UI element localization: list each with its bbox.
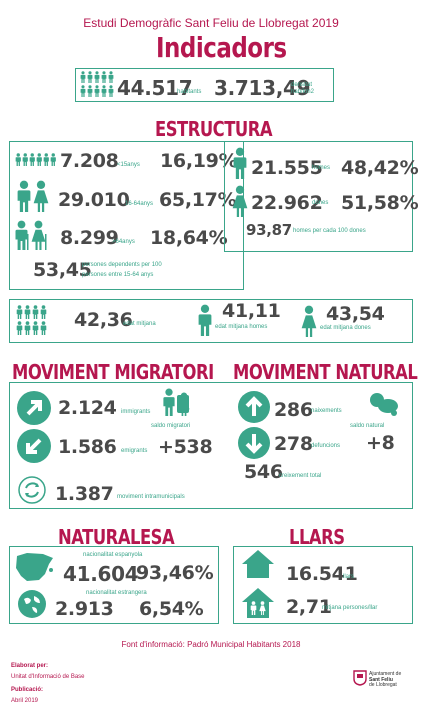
travellers-icon [163,388,190,416]
edat-box [9,299,413,343]
naturalesa-box [9,546,219,624]
esp-label: nacionalitat espanyola [83,552,143,558]
arrow-down-icon [238,427,270,459]
cycle-icon [17,475,47,505]
naixements-label: naixements [311,408,342,414]
saldo-migratori-label: saldo migratori [151,423,191,429]
densitat-value: 3.713,49 [214,76,311,100]
arrow-up-right-icon [17,391,51,425]
page-title: Indicadors [156,31,287,64]
spain-map-icon [16,553,53,581]
arrow-down-left-icon [17,429,51,463]
publicacio-title: Publicació: [11,687,44,693]
publicacio-value: Abril 2019 [11,698,39,704]
municipality-logo [353,670,367,686]
age-1-value: 29.010 [58,189,130,211]
mitjana-value: 2,71 [286,596,332,618]
baby-icon [370,393,398,416]
arrow-up-icon [238,391,270,423]
elaborat-value: Unitat d'Informació de Base [11,674,85,680]
age-1-label: 16-64anys [125,201,154,207]
house-icon [242,550,274,578]
age-0-label: <15anys [117,162,140,168]
natural-title: MOVIMENT NATURAL [233,360,418,384]
age-2-pct: 18,64% [150,227,228,249]
llars-box [233,546,413,624]
summary-box [75,68,334,102]
saldo-natural-value: +8 [366,432,395,454]
age-0-value: 7.208 [60,150,119,172]
naturalesa-title: NATURALESA [58,525,175,549]
family-house-icon [242,588,274,618]
habitants-label: habitants [177,89,202,95]
elderly-couple-icon [15,220,47,250]
logo-text: Ajuntament de Sant Feliu de Llobregat [369,671,402,688]
emigrants-label: emigrants [121,448,148,454]
ratio-value: 93,87 [246,221,292,239]
man-icon-2 [198,304,212,336]
saldo-natural-label: saldo natural [350,423,385,429]
intra-label: moviment intramunicipals [117,494,185,500]
sex-0-value: 21.555 [251,157,323,179]
estructura-title: ESTRUCTURA [155,117,273,141]
edat-1-label: edat mitjana homes [215,324,268,330]
sex-0-pct: 48,42% [341,157,419,179]
ext-label: nacionalitat estrangera [86,590,147,596]
age-0-pct: 16,19% [160,150,238,172]
people-group-icon [80,71,114,97]
llars-value: 16.541 [286,563,358,585]
font-informacio: Font d'informació: Padró Municipal Habit… [121,640,301,649]
woman-icon [232,185,248,217]
sex-1-pct: 51,58% [341,192,419,214]
edat-2-value: 43,54 [326,303,385,325]
edat-1-value: 41,11 [222,300,281,322]
ext-value: 2.913 [55,598,114,620]
habitants-value: 44.517 [117,76,193,100]
people-group-icon-2 [16,305,47,335]
man-icon [233,147,247,179]
densitat-label: densitat hab/km2 [291,82,315,95]
children-icon [15,153,56,166]
age-box [9,141,244,290]
dependents-value: 53,45 [33,259,92,281]
intra-value: 1.387 [55,483,114,505]
immigrants-label: immigrants [121,409,151,415]
saldo-migratori-value: +538 [158,436,213,458]
age-2-value: 8.299 [60,227,119,249]
moviment-box [9,382,413,509]
sex-0-label: homes [312,165,331,171]
elaborat-title: Elaborat per: [11,663,49,669]
migratori-title: MOVIMENT MIGRATORI [12,360,214,384]
sex-1-value: 22.962 [251,192,323,214]
esp-value: 41.604 [63,562,139,586]
defuncions-value: 278 [274,433,313,455]
page-subtitle: Estudi Demogràfic Sant Feliu de Llobrega… [83,16,339,30]
edat-2-label: edat mitjana dones [320,325,371,331]
llars-label: llars [343,574,355,580]
creixement-value: 546 [244,461,283,483]
woman-icon-2 [301,305,317,337]
defuncions-label: defuncions [311,443,341,449]
llars-title: LLARS [289,525,345,549]
ratio-label: homes per cada 100 dones [293,228,366,234]
age-2-label: >64anys [112,239,135,245]
edat-0-label: edat mitjana [123,321,156,327]
dependents-label: persones dependents per 100 persones entr… [82,262,162,278]
ext-pct: 6,54% [139,598,204,620]
age-1-pct: 65,17% [159,189,237,211]
couple-icon [17,180,49,212]
emigrants-value: 1.586 [58,436,117,458]
immigrants-value: 2.124 [58,397,117,419]
naixements-value: 286 [274,399,313,421]
creixement-label: creixement total [279,473,322,479]
mitjana-label: mitjana persones/llar [322,605,378,611]
globe-icon [18,590,46,618]
sex-box [224,141,413,252]
sex-1-label: dones [312,200,329,206]
edat-0-value: 42,36 [74,309,133,331]
esp-pct: 93,46% [136,562,214,584]
